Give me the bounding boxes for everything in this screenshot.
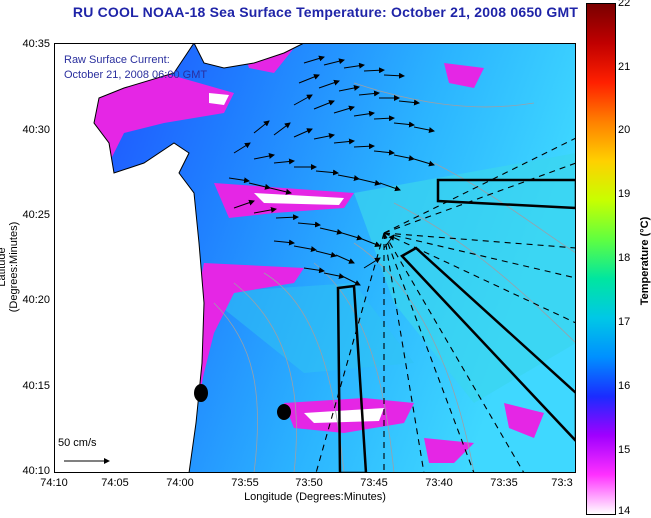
y-tick-label: 40:15 <box>22 380 50 392</box>
colorbar-tick: 19 <box>618 188 631 200</box>
colorbar-tick: 15 <box>618 444 631 456</box>
colorbar-label: Temperature (°C) <box>639 216 651 306</box>
x-axis-label: Longitude (Degrees:Minutes) <box>244 491 386 503</box>
x-tick-label: 73:3 <box>551 477 573 489</box>
colorbar-tick: 22 <box>618 0 631 9</box>
x-tick-label: 73:45 <box>360 477 388 489</box>
current-legend: Raw Surface Current: October 21, 2008 06… <box>64 53 207 83</box>
land-new-jersey <box>54 43 205 473</box>
buoy-marker <box>277 404 291 420</box>
x-tick-label: 73:35 <box>490 477 518 489</box>
y-tick-label: 40:30 <box>22 124 50 136</box>
cold-core <box>209 93 229 105</box>
y-tick-label: 40:35 <box>22 38 50 50</box>
x-tick-label: 73:50 <box>295 477 323 489</box>
map-frame <box>54 43 576 473</box>
buoy-marker <box>194 384 208 402</box>
colorbar-tick: 14 <box>618 505 631 517</box>
scale-label: 50 cm/s <box>58 437 97 449</box>
transect-box <box>336 284 368 473</box>
cold-water-patch <box>94 73 234 183</box>
colorbar-tick: 16 <box>618 380 631 392</box>
colorbar-tick: 21 <box>618 61 631 73</box>
cold-core <box>254 193 344 205</box>
x-tick-label: 74:00 <box>166 477 194 489</box>
map-title: RU COOL NOAA-18 Sea Surface Temperature:… <box>72 4 579 20</box>
x-tick-label: 74:10 <box>40 477 68 489</box>
current-vectors <box>228 55 435 286</box>
transect-box <box>400 246 576 443</box>
sst-map <box>54 43 576 473</box>
colorbar-tick: 18 <box>618 252 631 264</box>
y-tick-label: 40:10 <box>22 465 50 477</box>
cold-water-patch <box>504 403 544 438</box>
colorbar-tick: 17 <box>618 316 631 328</box>
y-tick-label: 40:25 <box>22 209 50 221</box>
x-tick-label: 73:55 <box>231 477 259 489</box>
x-tick-label: 74:05 <box>101 477 129 489</box>
radial-lines <box>315 137 576 473</box>
cold-water-patch <box>444 63 484 88</box>
cold-core <box>304 408 384 423</box>
current-legend-line1: Raw Surface Current: <box>64 54 170 66</box>
land-new-york <box>193 43 305 69</box>
colorbar-tick: 20 <box>618 124 631 136</box>
current-legend-line2: October 21, 2008 06:00 GMT <box>64 69 208 81</box>
temperature-colorbar <box>586 3 616 515</box>
x-tick-label: 73:40 <box>425 477 453 489</box>
warm-water-patch <box>204 283 414 373</box>
y-tick-label: 40:20 <box>22 294 50 306</box>
cold-water-patch <box>424 438 474 463</box>
y-axis-label: Latitude (Degrees:Minutes) <box>0 221 20 313</box>
